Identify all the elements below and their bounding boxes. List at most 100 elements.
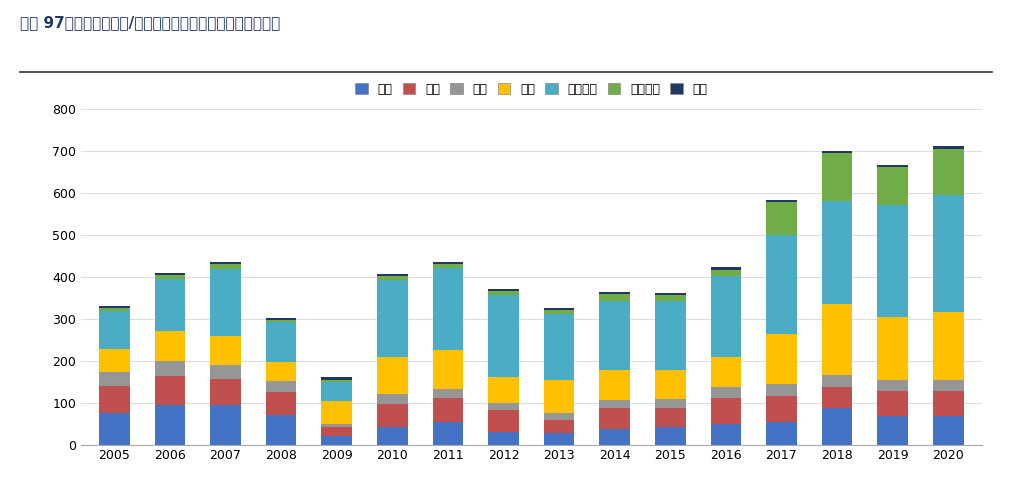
Bar [155, 331, 185, 361]
Bar [821, 304, 851, 375]
Bar [210, 336, 241, 365]
Bar [654, 301, 684, 370]
Bar [377, 274, 407, 276]
Bar [877, 167, 907, 206]
Bar [932, 391, 962, 416]
Bar [155, 376, 185, 405]
Bar [654, 408, 684, 427]
Bar [210, 405, 241, 445]
Bar [321, 401, 352, 424]
Bar [432, 389, 463, 398]
Bar [877, 317, 907, 379]
Bar [654, 293, 684, 295]
Bar [710, 276, 740, 357]
Bar [377, 404, 407, 427]
Bar [710, 387, 740, 398]
Bar [99, 311, 129, 349]
Bar [654, 370, 684, 399]
Bar [321, 436, 352, 445]
Bar [821, 153, 851, 202]
Bar [487, 376, 519, 403]
Bar [377, 427, 407, 445]
Bar [654, 427, 684, 445]
Bar [765, 334, 796, 384]
Bar [377, 357, 407, 394]
Bar [266, 320, 296, 322]
Bar [710, 270, 740, 276]
Bar [155, 405, 185, 445]
Bar [821, 408, 851, 445]
Bar [210, 262, 241, 264]
Bar [877, 416, 907, 445]
Bar [932, 312, 962, 379]
Bar [765, 200, 796, 202]
Text: 图表 97：全球各个国家/地区半导体设备市场规模（亿美元）: 图表 97：全球各个国家/地区半导体设备市场规模（亿美元） [20, 15, 280, 30]
Bar [487, 295, 519, 376]
Bar [487, 289, 519, 291]
Bar [99, 386, 129, 413]
Bar [432, 421, 463, 445]
Bar [932, 416, 962, 445]
Bar [599, 429, 630, 445]
Bar [210, 365, 241, 379]
Bar [543, 413, 574, 420]
Bar [487, 291, 519, 295]
Bar [877, 379, 907, 391]
Bar [821, 375, 851, 387]
Bar [377, 280, 407, 357]
Bar [99, 349, 129, 372]
Bar [377, 276, 407, 280]
Bar [765, 384, 796, 396]
Bar [599, 400, 630, 409]
Bar [432, 398, 463, 421]
Bar [432, 262, 463, 264]
Bar [432, 350, 463, 389]
Bar [765, 421, 796, 445]
Bar [155, 273, 185, 275]
Bar [654, 399, 684, 408]
Bar [99, 308, 129, 311]
Bar [821, 151, 851, 153]
Bar [266, 392, 296, 415]
Bar [877, 206, 907, 317]
Bar [599, 292, 630, 294]
Bar [543, 308, 574, 310]
Bar [543, 379, 574, 413]
Bar [321, 424, 352, 427]
Bar [432, 264, 463, 268]
Bar [210, 269, 241, 336]
Bar [932, 195, 962, 312]
Bar [432, 268, 463, 350]
Bar [599, 294, 630, 300]
Bar [654, 295, 684, 301]
Bar [99, 413, 129, 445]
Bar [266, 362, 296, 381]
Bar [155, 275, 185, 279]
Bar [710, 398, 740, 424]
Bar [321, 381, 352, 401]
Bar [765, 236, 796, 334]
Bar [543, 420, 574, 433]
Bar [599, 300, 630, 370]
Bar [765, 202, 796, 236]
Bar [710, 357, 740, 387]
Bar [710, 267, 740, 270]
Bar [543, 433, 574, 445]
Bar [487, 410, 519, 432]
Bar [599, 370, 630, 400]
Bar [932, 379, 962, 391]
Bar [99, 306, 129, 308]
Bar [266, 322, 296, 362]
Bar [321, 377, 352, 379]
Bar [210, 379, 241, 405]
Bar [877, 391, 907, 416]
Bar [321, 427, 352, 436]
Bar [377, 394, 407, 404]
Bar [710, 424, 740, 445]
Bar [266, 381, 296, 392]
Bar [543, 315, 574, 379]
Bar [266, 415, 296, 445]
Bar [210, 264, 241, 269]
Legend: 日本, 北美, 欧洲, 韩国, 中国台湾, 中国大陆, 其他: 日本, 北美, 欧洲, 韩国, 中国台湾, 中国大陆, 其他 [355, 82, 707, 96]
Bar [155, 361, 185, 376]
